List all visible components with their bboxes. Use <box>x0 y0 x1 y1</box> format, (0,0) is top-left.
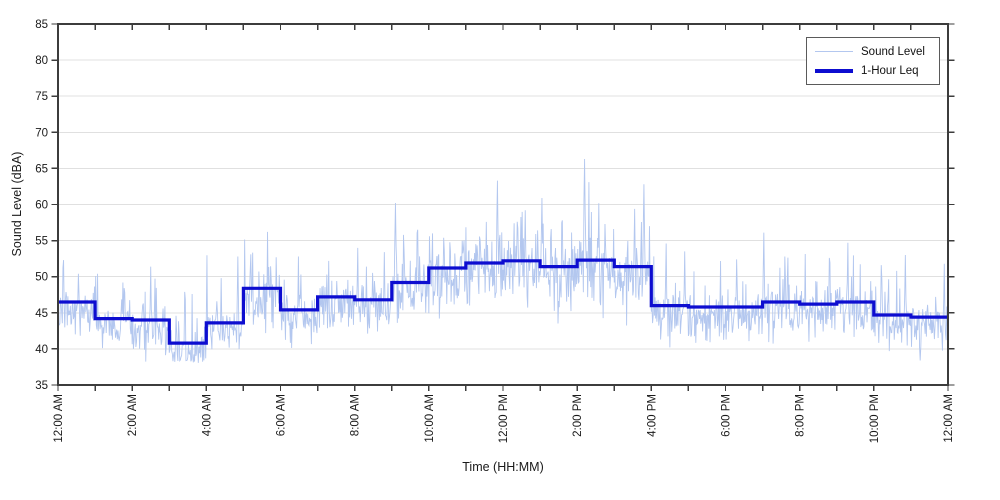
y-tick-label-35: 35 <box>35 380 48 392</box>
x-tick-label-4: 8:00 AM <box>350 394 362 436</box>
y-tick-label-70: 70 <box>35 127 48 139</box>
y-tick-label-40: 40 <box>35 344 48 356</box>
y-tick-label-50: 50 <box>35 272 48 284</box>
x-tick-label-1: 2:00 AM <box>127 394 139 436</box>
y-tick-label-65: 65 <box>35 163 48 175</box>
y-tick-label-55: 55 <box>35 236 48 248</box>
sound-level-line-swatch <box>815 50 853 53</box>
x-tick-label-6: 12:00 PM <box>498 394 510 443</box>
x-tick-label-9: 6:00 PM <box>721 394 733 437</box>
y-tick-label-80: 80 <box>35 55 48 67</box>
x-tick-label-11: 10:00 PM <box>869 394 881 443</box>
y-tick-label-85: 85 <box>35 19 48 31</box>
x-tick-label-0: 12:00 AM <box>53 394 65 443</box>
x-axis-title: Time (HH:MM) <box>462 460 544 474</box>
x-tick-label-10: 8:00 PM <box>795 394 807 437</box>
legend-label-1-hour-leq: 1-Hour Leq <box>861 64 919 77</box>
x-tick-label-5: 10:00 AM <box>424 394 436 443</box>
leq-step-line <box>58 258 948 345</box>
legend-entry-sound-level: Sound Level <box>815 42 933 61</box>
x-tick-label-3: 6:00 AM <box>276 394 288 436</box>
x-tick-label-12: 12:00 AM <box>943 394 955 443</box>
x-tick-label-8: 4:00 PM <box>646 394 658 437</box>
y-tick-label-75: 75 <box>35 91 48 103</box>
x-tick-label-7: 2:00 PM <box>572 394 584 437</box>
x-tick-label-2: 4:00 AM <box>201 394 213 436</box>
legend: Sound Level 1-Hour Leq <box>806 37 940 85</box>
y-tick-label-45: 45 <box>35 308 48 320</box>
y-tick-label-60: 60 <box>35 200 48 212</box>
leq-line-swatch <box>815 68 853 73</box>
legend-label-sound-level: Sound Level <box>861 45 925 58</box>
y-axis-title: Sound Level (dBA) <box>10 151 24 257</box>
legend-entry-1-hour-leq: 1-Hour Leq <box>815 61 933 80</box>
